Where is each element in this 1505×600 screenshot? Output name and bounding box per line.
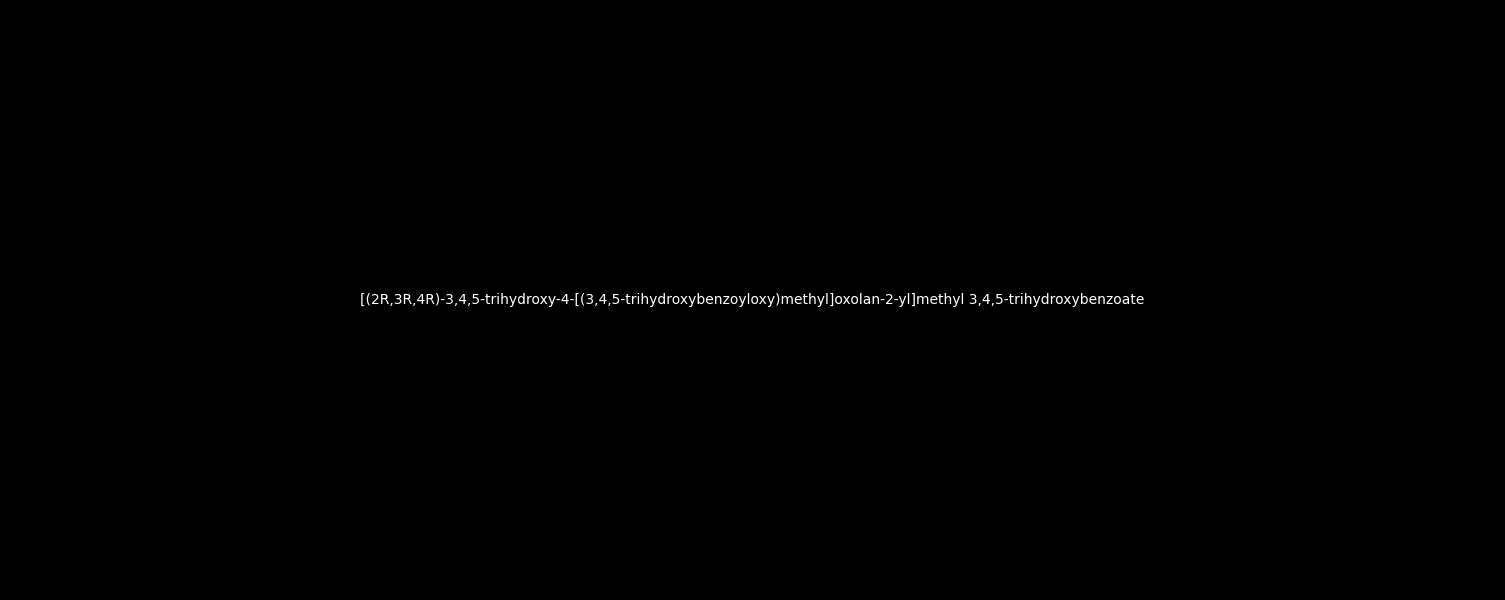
Text: [(2R,3R,4R)-3,4,5-trihydroxy-4-[(3,4,5-trihydroxybenzoyloxy)methyl]oxolan-2-yl]m: [(2R,3R,4R)-3,4,5-trihydroxy-4-[(3,4,5-t… [360,293,1145,307]
